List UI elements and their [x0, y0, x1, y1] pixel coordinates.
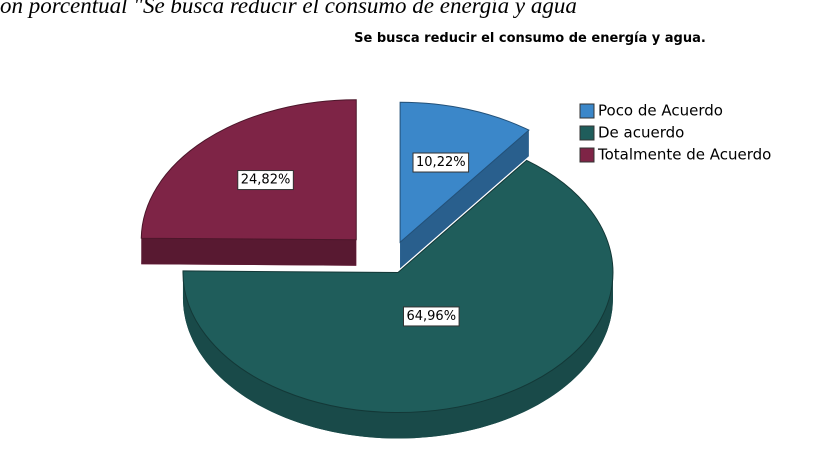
data-label-box [402, 306, 460, 327]
slice-edge [141, 238, 357, 266]
slice [140, 99, 357, 241]
chart-title: Se busca reducir el consumo de energía y… [354, 31, 706, 46]
legend: Poco de Acuerdo De acuerdo Totalmente de A… [579, 102, 771, 164]
legend-swatch [579, 103, 595, 119]
legend-swatch [579, 125, 595, 141]
slice [182, 159, 614, 414]
legend-label: Poco de Acuerdo [598, 102, 723, 120]
data-labels: 10,22% 64,96% 24,82% [237, 152, 470, 327]
data-label-box [237, 170, 294, 191]
data-label: 24,82% [241, 173, 291, 188]
slice-group [182, 159, 614, 439]
data-label: 10,22% [416, 155, 466, 170]
slice-group [140, 99, 357, 266]
legend-label: Totalmente de Acuerdo [597, 146, 771, 164]
data-label: 64,96% [406, 309, 456, 324]
data-label-box [412, 152, 470, 173]
slice-side [182, 272, 613, 439]
legend-swatch [579, 147, 595, 163]
legend-label: De acuerdo [598, 124, 684, 142]
caption: ón porcentual "Se busca reducir el consu… [0, 0, 577, 18]
slice-edge [400, 130, 529, 269]
pie [140, 99, 614, 439]
